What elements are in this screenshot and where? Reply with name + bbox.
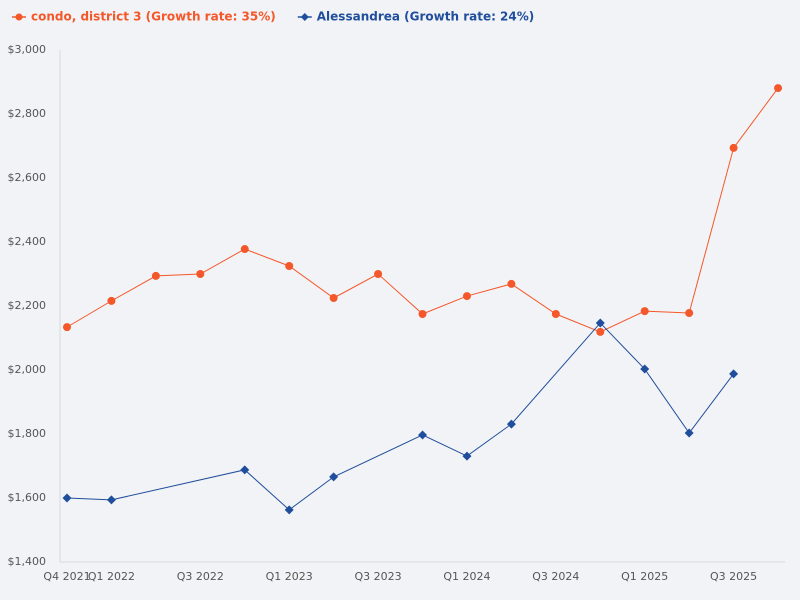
point [285,262,294,270]
point [684,428,694,438]
legend-marker [15,13,23,21]
y-tick-label: $1,600 [8,491,47,504]
y-tick-label: $2,800 [8,107,47,120]
y-tick-label: $2,400 [8,235,47,248]
y-tick-label: $2,600 [8,171,47,184]
legend-label: condo, district 3 (Growth rate: 35%) [31,10,276,24]
point [418,430,428,440]
point [196,270,205,278]
point [685,309,694,318]
point [329,294,338,302]
point [284,505,294,515]
y-tick-label: $3,000 [8,43,47,56]
legend-marker [300,13,309,21]
legend-label: Alessandrea (Growth rate: 24%) [317,10,535,24]
point [596,327,605,336]
point [62,493,72,503]
point [462,292,471,301]
point [507,279,516,288]
point [729,143,738,152]
x-tick-label: Q1 2025 [621,570,668,583]
y-tick-label: $2,200 [8,299,47,312]
point [595,318,605,328]
x-tick-label: Q3 2023 [355,570,402,583]
point [462,451,472,461]
x-tick-label: Q1 2022 [88,570,135,583]
point [106,495,116,505]
point [774,84,783,93]
point [640,364,650,374]
point [329,472,339,482]
point [506,419,516,429]
point [240,465,250,475]
series-line [66,322,734,511]
y-tick-label: $1,800 [8,427,47,440]
point [107,296,116,305]
point [63,323,71,332]
point [151,271,160,280]
x-tick-label: Q3 2024 [532,570,579,583]
point [640,307,649,316]
y-tick-label: $1,400 [8,555,47,568]
x-tick-label: Q3 2025 [710,570,757,583]
point [551,310,560,318]
point [418,310,427,318]
point [374,270,383,278]
x-tick-label: Q4 2021 [43,570,90,583]
x-tick-label: Q1 2023 [266,570,313,583]
point [729,369,739,379]
x-tick-label: Q1 2024 [443,570,490,583]
x-tick-label: Q3 2022 [177,570,224,583]
y-tick-label: $2,000 [8,363,47,376]
point [240,245,249,254]
